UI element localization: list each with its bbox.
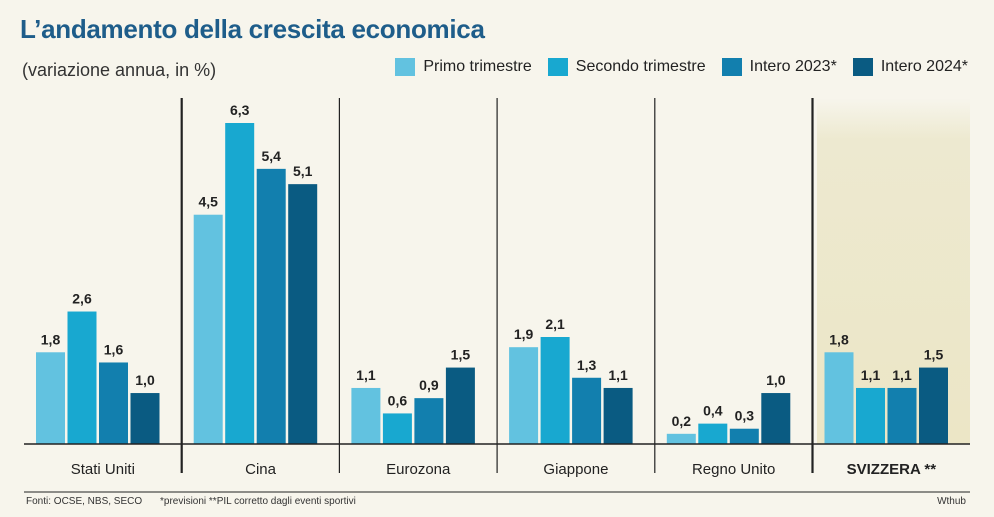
value-label: 1,1 <box>861 367 881 383</box>
bar-eurozona-primo-trimestre <box>351 387 381 444</box>
bar-svizzera-secondo-trimestre <box>856 387 885 444</box>
bar-svizzera-primo-trimestre <box>824 352 854 444</box>
bar-stati-uniti-secondo-trimestre <box>67 311 97 444</box>
bar-regno-unito-secondo-trimestre <box>698 423 728 444</box>
bar-eurozona-intero-2023 <box>414 398 444 444</box>
bar-regno-unito-primo-trimestre <box>666 433 696 444</box>
bar-eurozona-intero-2024 <box>445 367 475 444</box>
chart-title: L’andamento della crescita economica <box>20 14 485 44</box>
value-label: 0,6 <box>388 392 408 408</box>
value-label: 1,6 <box>104 341 124 357</box>
value-label: 5,1 <box>293 163 313 179</box>
legend-swatch <box>721 58 742 76</box>
category-label-stati-uniti: Stati Uniti <box>71 461 135 478</box>
value-label: 2,6 <box>72 291 92 307</box>
value-label: 1,5 <box>451 347 471 363</box>
category-label-eurozona: Eurozona <box>386 461 451 478</box>
value-label: 2,1 <box>545 316 565 332</box>
legend-swatch <box>547 58 568 76</box>
bar-giappone-secondo-trimestre <box>540 337 570 444</box>
value-label: 0,3 <box>735 408 755 424</box>
legend-item-intero-2023: Intero 2023* <box>721 58 837 76</box>
footer-sources: Fonti: OCSE, NBS, SECO <box>26 496 143 507</box>
value-label: 1,5 <box>924 347 944 363</box>
footer-credit: Wthub <box>937 496 966 507</box>
value-label: 4,5 <box>198 194 218 210</box>
value-label: 0,4 <box>703 403 723 419</box>
footer-notes: *previsioni **PIL corretto dagli eventi … <box>160 496 356 507</box>
bar-cina-primo-trimestre <box>193 214 223 444</box>
value-label: 1,1 <box>356 367 376 383</box>
value-label: 0,9 <box>419 377 439 393</box>
value-label: 1,3 <box>577 357 597 373</box>
bar-cina-secondo-trimestre <box>225 123 255 444</box>
bar-giappone-intero-2023 <box>572 377 602 444</box>
legend-label: Secondo trimestre <box>575 58 706 75</box>
bar-cina-intero-2024 <box>288 184 318 444</box>
bar-stati-uniti-primo-trimestre <box>36 352 65 444</box>
value-label: 1,1 <box>608 367 628 383</box>
legend-item-intero-2024: Intero 2024* <box>852 58 968 76</box>
legend-label: Intero 2023* <box>749 58 837 75</box>
legend-swatch <box>852 58 873 76</box>
bar-cina-intero-2023 <box>256 168 286 444</box>
bar-eurozona-secondo-trimestre <box>382 413 412 444</box>
bar-stati-uniti-intero-2023 <box>99 362 128 444</box>
category-label-giappone: Giappone <box>543 461 608 478</box>
bar-stati-uniti-intero-2024 <box>130 393 160 444</box>
legend-item-secondo-trimestre: Secondo trimestre <box>547 58 706 76</box>
bar-regno-unito-intero-2024 <box>761 393 791 444</box>
value-label: 1,0 <box>135 372 155 388</box>
bar-regno-unito-intero-2023 <box>729 428 759 444</box>
value-label: 1,8 <box>41 331 61 347</box>
value-label: 1,9 <box>514 326 534 342</box>
legend-label: Intero 2024* <box>880 58 968 75</box>
bar-giappone-primo-trimestre <box>509 347 539 444</box>
legend: Primo trimestre Secondo trimestre Intero… <box>395 58 968 76</box>
chart-subtitle: (variazione annua, in %) <box>22 60 217 80</box>
category-label-svizzera: SVIZZERA ** <box>847 461 937 478</box>
category-labels: Stati Uniti Cina Eurozona Giappone Regno Uni… <box>71 461 936 478</box>
value-label: 1,1 <box>892 367 912 383</box>
value-label: 6,3 <box>230 102 250 118</box>
value-label: 5,4 <box>261 148 281 164</box>
dividers-group <box>180 98 814 473</box>
legend-swatch <box>395 58 416 76</box>
category-label-regno-unito: Regno Unito <box>692 461 775 478</box>
value-label: 0,2 <box>672 413 692 429</box>
legend-label: Primo trimestre <box>423 58 532 75</box>
bar-giappone-intero-2024 <box>603 387 633 444</box>
bar-svizzera-intero-2024 <box>919 367 948 444</box>
value-label: 1,0 <box>766 372 786 388</box>
bar-svizzera-intero-2023 <box>887 387 917 444</box>
value-label: 1,8 <box>829 331 849 347</box>
bars-group: 1,8 2,6 1,6 1,0 4,5 6,3 5,4 5,1 1,1 0,6 0,9 1,5 1,9 2… <box>36 102 948 444</box>
category-label-cina: Cina <box>245 461 277 478</box>
legend-item-primo-trimestre: Primo trimestre <box>395 58 532 76</box>
